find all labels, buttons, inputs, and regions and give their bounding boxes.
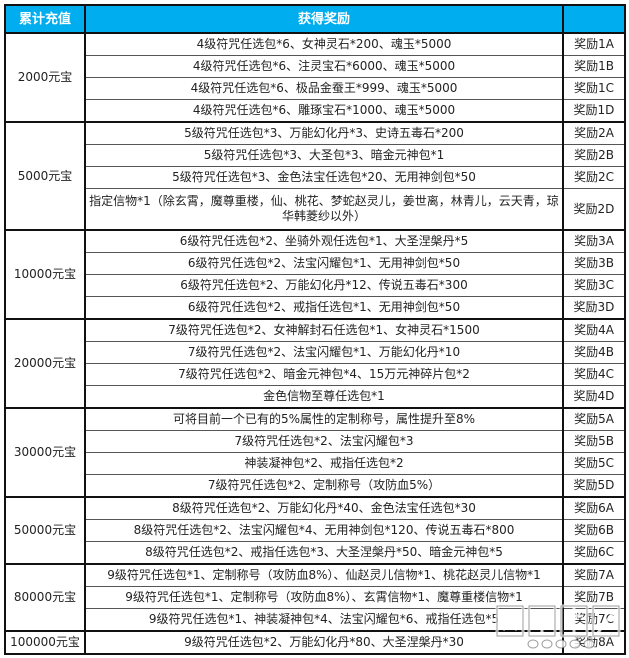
table-row: 50000元宝 8级符咒任选包*2、万能幻化丹*40、金色法宝任选包*30 奖励6A: [4, 496, 626, 565]
table-row: 神装凝神包*2、戒指任选包*2 奖励5C: [5, 452, 626, 475]
recharge-amount: 100000元宝: [4, 630, 86, 655]
reward-label: 奖励3D: [562, 296, 626, 320]
recharge-amount: 30000元宝: [4, 407, 86, 498]
table-row: 7级符咒任选包*2、定制称号（攻防血5%） 奖励5D: [5, 474, 626, 498]
header-row: 累计充值 获得奖励: [4, 4, 626, 34]
table-row: 7级符咒任选包*2、暗金元神包*4、15万元神碎片包*2 奖励4C: [5, 363, 626, 386]
reward-content: 5级符咒任选包*3、大圣包*3、暗金元神包*1: [84, 144, 564, 167]
recharge-amount: 2000元宝: [4, 32, 86, 123]
table-row: 金色信物至尊任选包*1 奖励4D: [5, 385, 626, 409]
reward-content: 神装凝神包*2、戒指任选包*2: [84, 452, 564, 475]
reward-label: 奖励5A: [562, 407, 626, 431]
reward-label: 奖励1A: [562, 32, 626, 56]
table-row: 5000元宝 5级符咒任选包*3、万能幻化丹*3、史诗五毒石*200 奖励2A: [4, 121, 626, 231]
table-row: 100000元宝 9级符咒任选包*2、万能幻化丹*80、大圣涅槃丹*30 奖励8A: [4, 630, 626, 655]
table-row: 4级符咒任选包*6、雕琢宝石*1000、魂玉*5000 奖励1D: [5, 99, 626, 123]
reward-content: 指定信物*1（除玄霄，魔尊重楼，仙、桃花、梦蛇赵灵儿，姜世离，林青儿，云天青，琼…: [84, 188, 564, 231]
reward-content: 8级符咒任选包*2、法宝闪耀包*4、无用神剑包*120、传说五毒石*800: [84, 519, 564, 542]
reward-label: 奖励4D: [562, 385, 626, 409]
table-row: 4级符咒任选包*6、注灵宝石*6000、魂玉*5000 奖励1B: [5, 55, 626, 78]
reward-label: 奖励3A: [562, 229, 626, 253]
reward-label: 奖励3C: [562, 274, 626, 297]
reward-content: 可将目前一个已有的5%属性的定制称号，属性提升至8%: [84, 407, 564, 431]
reward-content: 5级符咒任选包*3、万能幻化丹*3、史诗五毒石*200: [84, 121, 564, 145]
reward-content: 8级符咒任选包*2、万能幻化丹*40、金色法宝任选包*30: [84, 496, 564, 520]
reward-label: 奖励3B: [562, 252, 626, 275]
table-row: 80000元宝 9级符咒任选包*1、定制称号（攻防血8%）、仙赵灵儿信物*1、桃花…: [4, 563, 626, 632]
reward-label: 奖励6B: [562, 519, 626, 542]
recharge-amount: 5000元宝: [4, 121, 86, 231]
reward-content: 4级符咒任选包*6、女神灵石*200、魂玉*5000: [84, 32, 564, 56]
reward-content: 6级符咒任选包*2、坐骑外观任选包*1、大圣涅槃丹*5: [84, 229, 564, 253]
table-row: 8级符咒任选包*2、法宝闪耀包*4、无用神剑包*120、传说五毒石*800 奖励6…: [5, 519, 626, 542]
table-row: 6级符咒任选包*2、戒指任选包*1、无用神剑包*50 奖励3D: [5, 296, 626, 320]
reward-content: 金色信物至尊任选包*1: [84, 385, 564, 409]
reward-content: 4级符咒任选包*6、雕琢宝石*1000、魂玉*5000: [84, 99, 564, 123]
reward-label: 奖励7A: [562, 563, 626, 587]
recharge-amount: 50000元宝: [4, 496, 86, 565]
reward-content: 9级符咒任选包*1、定制称号（攻防血8%）、仙赵灵儿信物*1、桃花赵灵儿信物*1: [84, 563, 564, 587]
reward-label: 奖励6A: [562, 496, 626, 520]
reward-label: 奖励2B: [562, 144, 626, 167]
reward-label: 奖励7C: [562, 608, 626, 632]
recharge-amount: 10000元宝: [4, 229, 86, 320]
reward-label: 奖励4B: [562, 341, 626, 364]
reward-content: 4级符咒任选包*6、极品金蚕王*999、魂玉*5000: [84, 77, 564, 100]
header-amount: 累计充值: [4, 4, 86, 34]
reward-content: 7级符咒任选包*2、法宝闪耀包*3: [84, 430, 564, 453]
table-body: 2000元宝 4级符咒任选包*6、女神灵石*200、魂玉*5000 奖励1A 4级符咒…: [4, 32, 626, 655]
table-row: 9级符咒任选包*1、定制称号（攻防血8%）、玄霄信物*1、魔尊重楼信物*1 奖励7…: [5, 586, 626, 609]
recharge-amount: 20000元宝: [4, 318, 86, 409]
header-reward: 获得奖励: [84, 4, 564, 34]
reward-content: 7级符咒任选包*2、女神解封石任选包*1、女神灵石*1500: [84, 318, 564, 342]
reward-label: 奖励8A: [562, 630, 626, 655]
reward-label: 奖励5B: [562, 430, 626, 453]
reward-content: 6级符咒任选包*2、万能幻化丹*12、传说五毒石*300: [84, 274, 564, 297]
reward-content: 4级符咒任选包*6、注灵宝石*6000、魂玉*5000: [84, 55, 564, 78]
table-row: 30000元宝 可将目前一个已有的5%属性的定制称号，属性提升至8% 奖励5A: [4, 407, 626, 498]
reward-label: 奖励5C: [562, 452, 626, 475]
table-row: 5级符咒任选包*3、大圣包*3、暗金元神包*1 奖励2B: [5, 144, 626, 167]
reward-content: 6级符咒任选包*2、法宝闪耀包*1、无用神剑包*50: [84, 252, 564, 275]
table-row: 8级符咒任选包*2、戒指任选包*3、大圣涅槃丹*50、暗金元神包*5 奖励6C: [5, 541, 626, 565]
table-row: 20000元宝 7级符咒任选包*2、女神解封石任选包*1、女神灵石*1500 奖励4…: [4, 318, 626, 409]
reward-label: 奖励7B: [562, 586, 626, 609]
reward-content: 5级符咒任选包*3、金色法宝任选包*20、无用神剑包*50: [84, 166, 564, 189]
table-row: 7级符咒任选包*2、法宝闪耀包*3 奖励5B: [5, 430, 626, 453]
reward-content: 6级符咒任选包*2、戒指任选包*1、无用神剑包*50: [84, 296, 564, 320]
table-row: 指定信物*1（除玄霄，魔尊重楼，仙、桃花、梦蛇赵灵儿，姜世离，林青儿，云天青，琼…: [5, 188, 626, 231]
reward-table: 累计充值 获得奖励 2000元宝 4级符咒任选包*6、女神灵石*200、魂玉*50…: [4, 4, 626, 655]
reward-label: 奖励2A: [562, 121, 626, 145]
reward-label: 奖励2D: [562, 188, 626, 231]
reward-label: 奖励1B: [562, 55, 626, 78]
reward-label: 奖励1C: [562, 77, 626, 100]
reward-label: 奖励2C: [562, 166, 626, 189]
reward-label: 奖励1D: [562, 99, 626, 123]
reward-content: 8级符咒任选包*2、戒指任选包*3、大圣涅槃丹*50、暗金元神包*5: [84, 541, 564, 565]
reward-label: 奖励4A: [562, 318, 626, 342]
table-row: 6级符咒任选包*2、法宝闪耀包*1、无用神剑包*50 奖励3B: [5, 252, 626, 275]
table-row: 5级符咒任选包*3、金色法宝任选包*20、无用神剑包*50 奖励2C: [5, 166, 626, 189]
table-row: 4级符咒任选包*6、极品金蚕王*999、魂玉*5000 奖励1C: [5, 77, 626, 100]
table-row: 7级符咒任选包*2、法宝闪耀包*1、万能幻化丹*10 奖励4B: [5, 341, 626, 364]
reward-content: 7级符咒任选包*2、法宝闪耀包*1、万能幻化丹*10: [84, 341, 564, 364]
table-row: 2000元宝 4级符咒任选包*6、女神灵石*200、魂玉*5000 奖励1A: [4, 32, 626, 123]
header-label: [562, 4, 626, 34]
recharge-amount: 80000元宝: [4, 563, 86, 632]
reward-label: 奖励6C: [562, 541, 626, 565]
reward-label: 奖励4C: [562, 363, 626, 386]
table-row: 9级符咒任选包*1、神装凝神包*4、法宝闪耀包*6、戒指任选包*5 奖励7C: [5, 608, 626, 632]
table-row: 10000元宝 6级符咒任选包*2、坐骑外观任选包*1、大圣涅槃丹*5 奖励3A: [4, 229, 626, 320]
reward-content: 7级符咒任选包*2、定制称号（攻防血5%）: [84, 474, 564, 498]
reward-content: 9级符咒任选包*1、神装凝神包*4、法宝闪耀包*6、戒指任选包*5: [84, 608, 564, 632]
table-row: 6级符咒任选包*2、万能幻化丹*12、传说五毒石*300 奖励3C: [5, 274, 626, 297]
reward-content: 7级符咒任选包*2、暗金元神包*4、15万元神碎片包*2: [84, 363, 564, 386]
reward-content: 9级符咒任选包*2、万能幻化丹*80、大圣涅槃丹*30: [84, 630, 564, 655]
reward-content: 9级符咒任选包*1、定制称号（攻防血8%）、玄霄信物*1、魔尊重楼信物*1: [84, 586, 564, 609]
reward-label: 奖励5D: [562, 474, 626, 498]
